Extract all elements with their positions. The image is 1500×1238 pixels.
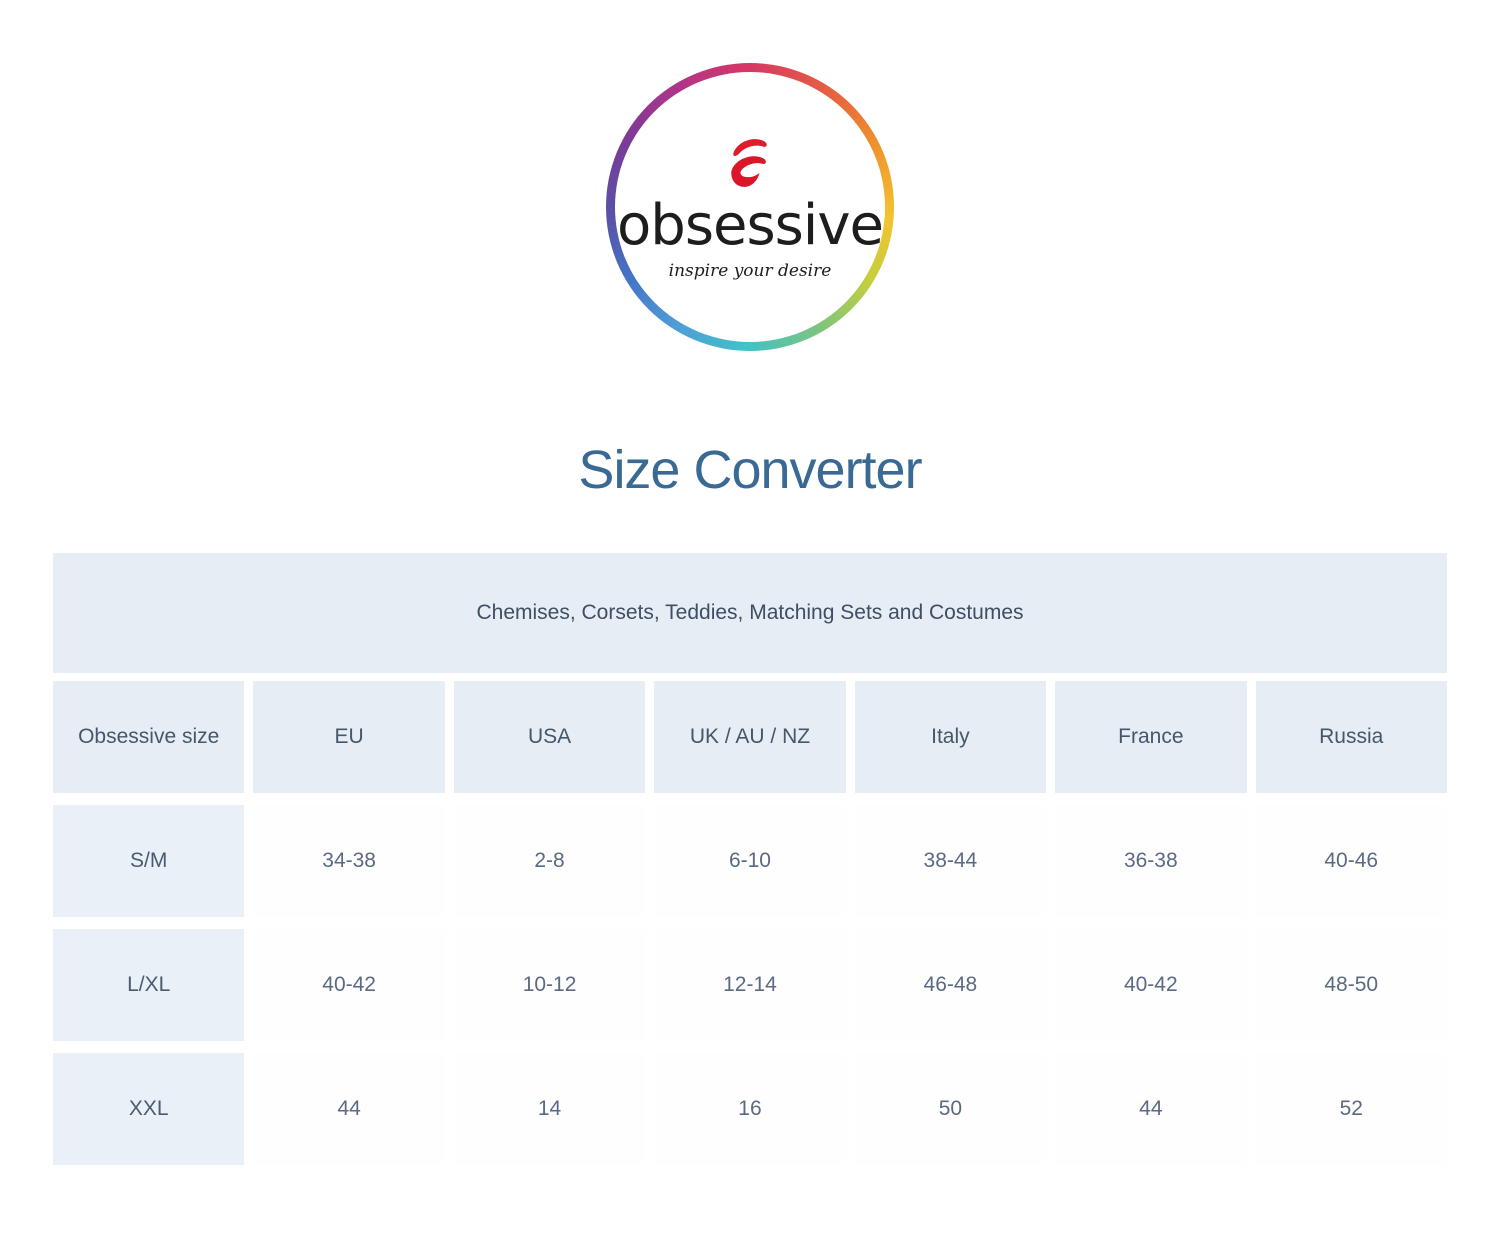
- cell-lxl-uk-au-nz: 12-14: [654, 929, 846, 1042]
- table-caption: Chemises, Corsets, Teddies, Matching Set…: [53, 553, 1447, 674]
- cell-xxl-russia: 52: [1255, 1053, 1447, 1166]
- cell-sm-russia: 40-46: [1255, 805, 1447, 918]
- cell-lxl-usa: 10-12: [453, 929, 646, 1042]
- column-header-obsessive-size: Obsessive size: [53, 681, 245, 794]
- column-header-uk-au-nz: UK / AU / NZ: [654, 681, 846, 794]
- table-header-row: Obsessive size EU USA UK / AU / NZ Italy…: [53, 681, 1447, 794]
- cell-sm-italy: 38-44: [854, 805, 1047, 918]
- brand-tagline: inspire your desire: [668, 260, 832, 281]
- cell-xxl-usa: 14: [453, 1053, 646, 1166]
- table-row-sm: S/M 34-38 2-8 6-10 38-44 36-38 40-46: [53, 805, 1447, 918]
- cell-sm-uk-au-nz: 6-10: [654, 805, 846, 918]
- cell-xxl-italy: 50: [854, 1053, 1047, 1166]
- column-header-russia: Russia: [1255, 681, 1447, 794]
- cell-lxl-russia: 48-50: [1255, 929, 1447, 1042]
- cell-xxl-eu: 44: [253, 1053, 445, 1166]
- row-label-lxl: L/XL: [53, 929, 245, 1042]
- cell-lxl-france: 40-42: [1055, 929, 1247, 1042]
- table-row-xxl: XXL 44 14 16 50 44 52: [53, 1053, 1447, 1166]
- page-title: Size Converter: [578, 440, 922, 500]
- column-header-usa: USA: [453, 681, 646, 794]
- brand-name: obsessive: [617, 192, 884, 258]
- cell-lxl-eu: 40-42: [253, 929, 445, 1042]
- row-label-sm: S/M: [53, 805, 245, 918]
- cell-sm-france: 36-38: [1055, 805, 1247, 918]
- cell-sm-eu: 34-38: [253, 805, 445, 918]
- table-row-lxl: L/XL 40-42 10-12 12-14 46-48 40-42 48-50: [53, 929, 1447, 1042]
- flame-icon: [731, 138, 767, 187]
- logo-inner-circle: obsessive inspire your desire: [615, 72, 885, 342]
- cell-xxl-france: 44: [1055, 1053, 1247, 1166]
- size-table: Chemises, Corsets, Teddies, Matching Set…: [53, 553, 1447, 1166]
- logo-rainbow-ring: obsessive inspire your desire: [606, 63, 894, 351]
- column-header-eu: EU: [253, 681, 445, 794]
- column-header-italy: Italy: [854, 681, 1047, 794]
- row-label-xxl: XXL: [53, 1053, 245, 1166]
- column-header-france: France: [1055, 681, 1247, 794]
- cell-lxl-italy: 46-48: [854, 929, 1047, 1042]
- brand-logo: obsessive inspire your desire: [0, 0, 1500, 351]
- size-converter-page: obsessive inspire your desire Size Conve…: [0, 0, 1500, 1166]
- cell-sm-usa: 2-8: [453, 805, 646, 918]
- cell-xxl-uk-au-nz: 16: [654, 1053, 846, 1166]
